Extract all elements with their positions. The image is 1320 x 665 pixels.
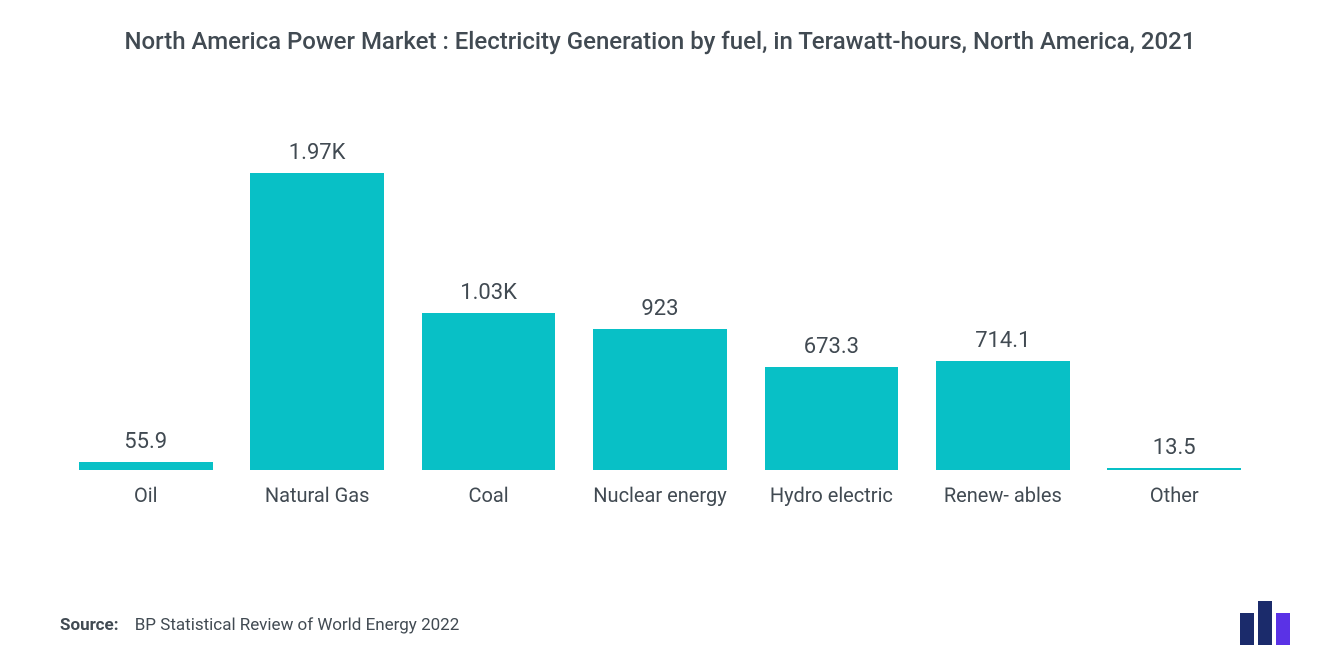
bar	[250, 173, 384, 470]
bar-value-label: 1.03K	[460, 280, 517, 305]
bar-category-label: Nuclear energy	[574, 482, 745, 508]
chart-area: 55.9Oil1.97KNatural Gas1.03KCoal923Nucle…	[60, 140, 1260, 540]
source-text: BP Statistical Review of World Energy 20…	[135, 615, 460, 635]
bar-value-label: 714.1	[975, 328, 1030, 353]
bar	[79, 462, 213, 471]
bar-group: 1.97KNatural Gas	[231, 140, 402, 470]
bar-value-label: 55.9	[124, 429, 167, 454]
logo-bar	[1258, 601, 1272, 645]
bar-group: 673.3Hydro electric	[746, 140, 917, 470]
bar-value-label: 923	[641, 296, 678, 321]
bar-value-label: 673.3	[804, 334, 859, 359]
bar-category-label: Oil	[60, 482, 231, 508]
bar	[765, 367, 899, 470]
bar-value-label: 13.5	[1153, 435, 1196, 460]
bar-category-label: Other	[1089, 482, 1260, 508]
bar-chart: 55.9Oil1.97KNatural Gas1.03KCoal923Nucle…	[60, 140, 1260, 470]
source-label: Source:	[60, 615, 118, 635]
bar-category-label: Coal	[403, 482, 574, 508]
bar-category-label: Natural Gas	[231, 482, 402, 508]
bar	[1107, 468, 1241, 470]
bar	[936, 361, 1070, 470]
bar-group: 55.9Oil	[60, 140, 231, 470]
bar-group: 923Nuclear energy	[574, 140, 745, 470]
bar-category-label: Renew- ables	[917, 482, 1088, 508]
bar-group: 714.1Renew- ables	[917, 140, 1088, 470]
bar-group: 1.03KCoal	[403, 140, 574, 470]
bar-value-label: 1.97K	[289, 140, 346, 165]
logo-bar	[1240, 613, 1254, 645]
logo-bar	[1276, 613, 1290, 645]
mi-logo-icon	[1240, 601, 1290, 645]
bar	[422, 313, 556, 470]
bar	[593, 329, 727, 470]
bar-group: 13.5Other	[1089, 140, 1260, 470]
source-line: Source: BP Statistical Review of World E…	[60, 615, 459, 635]
chart-title: North America Power Market : Electricity…	[0, 0, 1320, 67]
bar-category-label: Hydro electric	[746, 482, 917, 508]
